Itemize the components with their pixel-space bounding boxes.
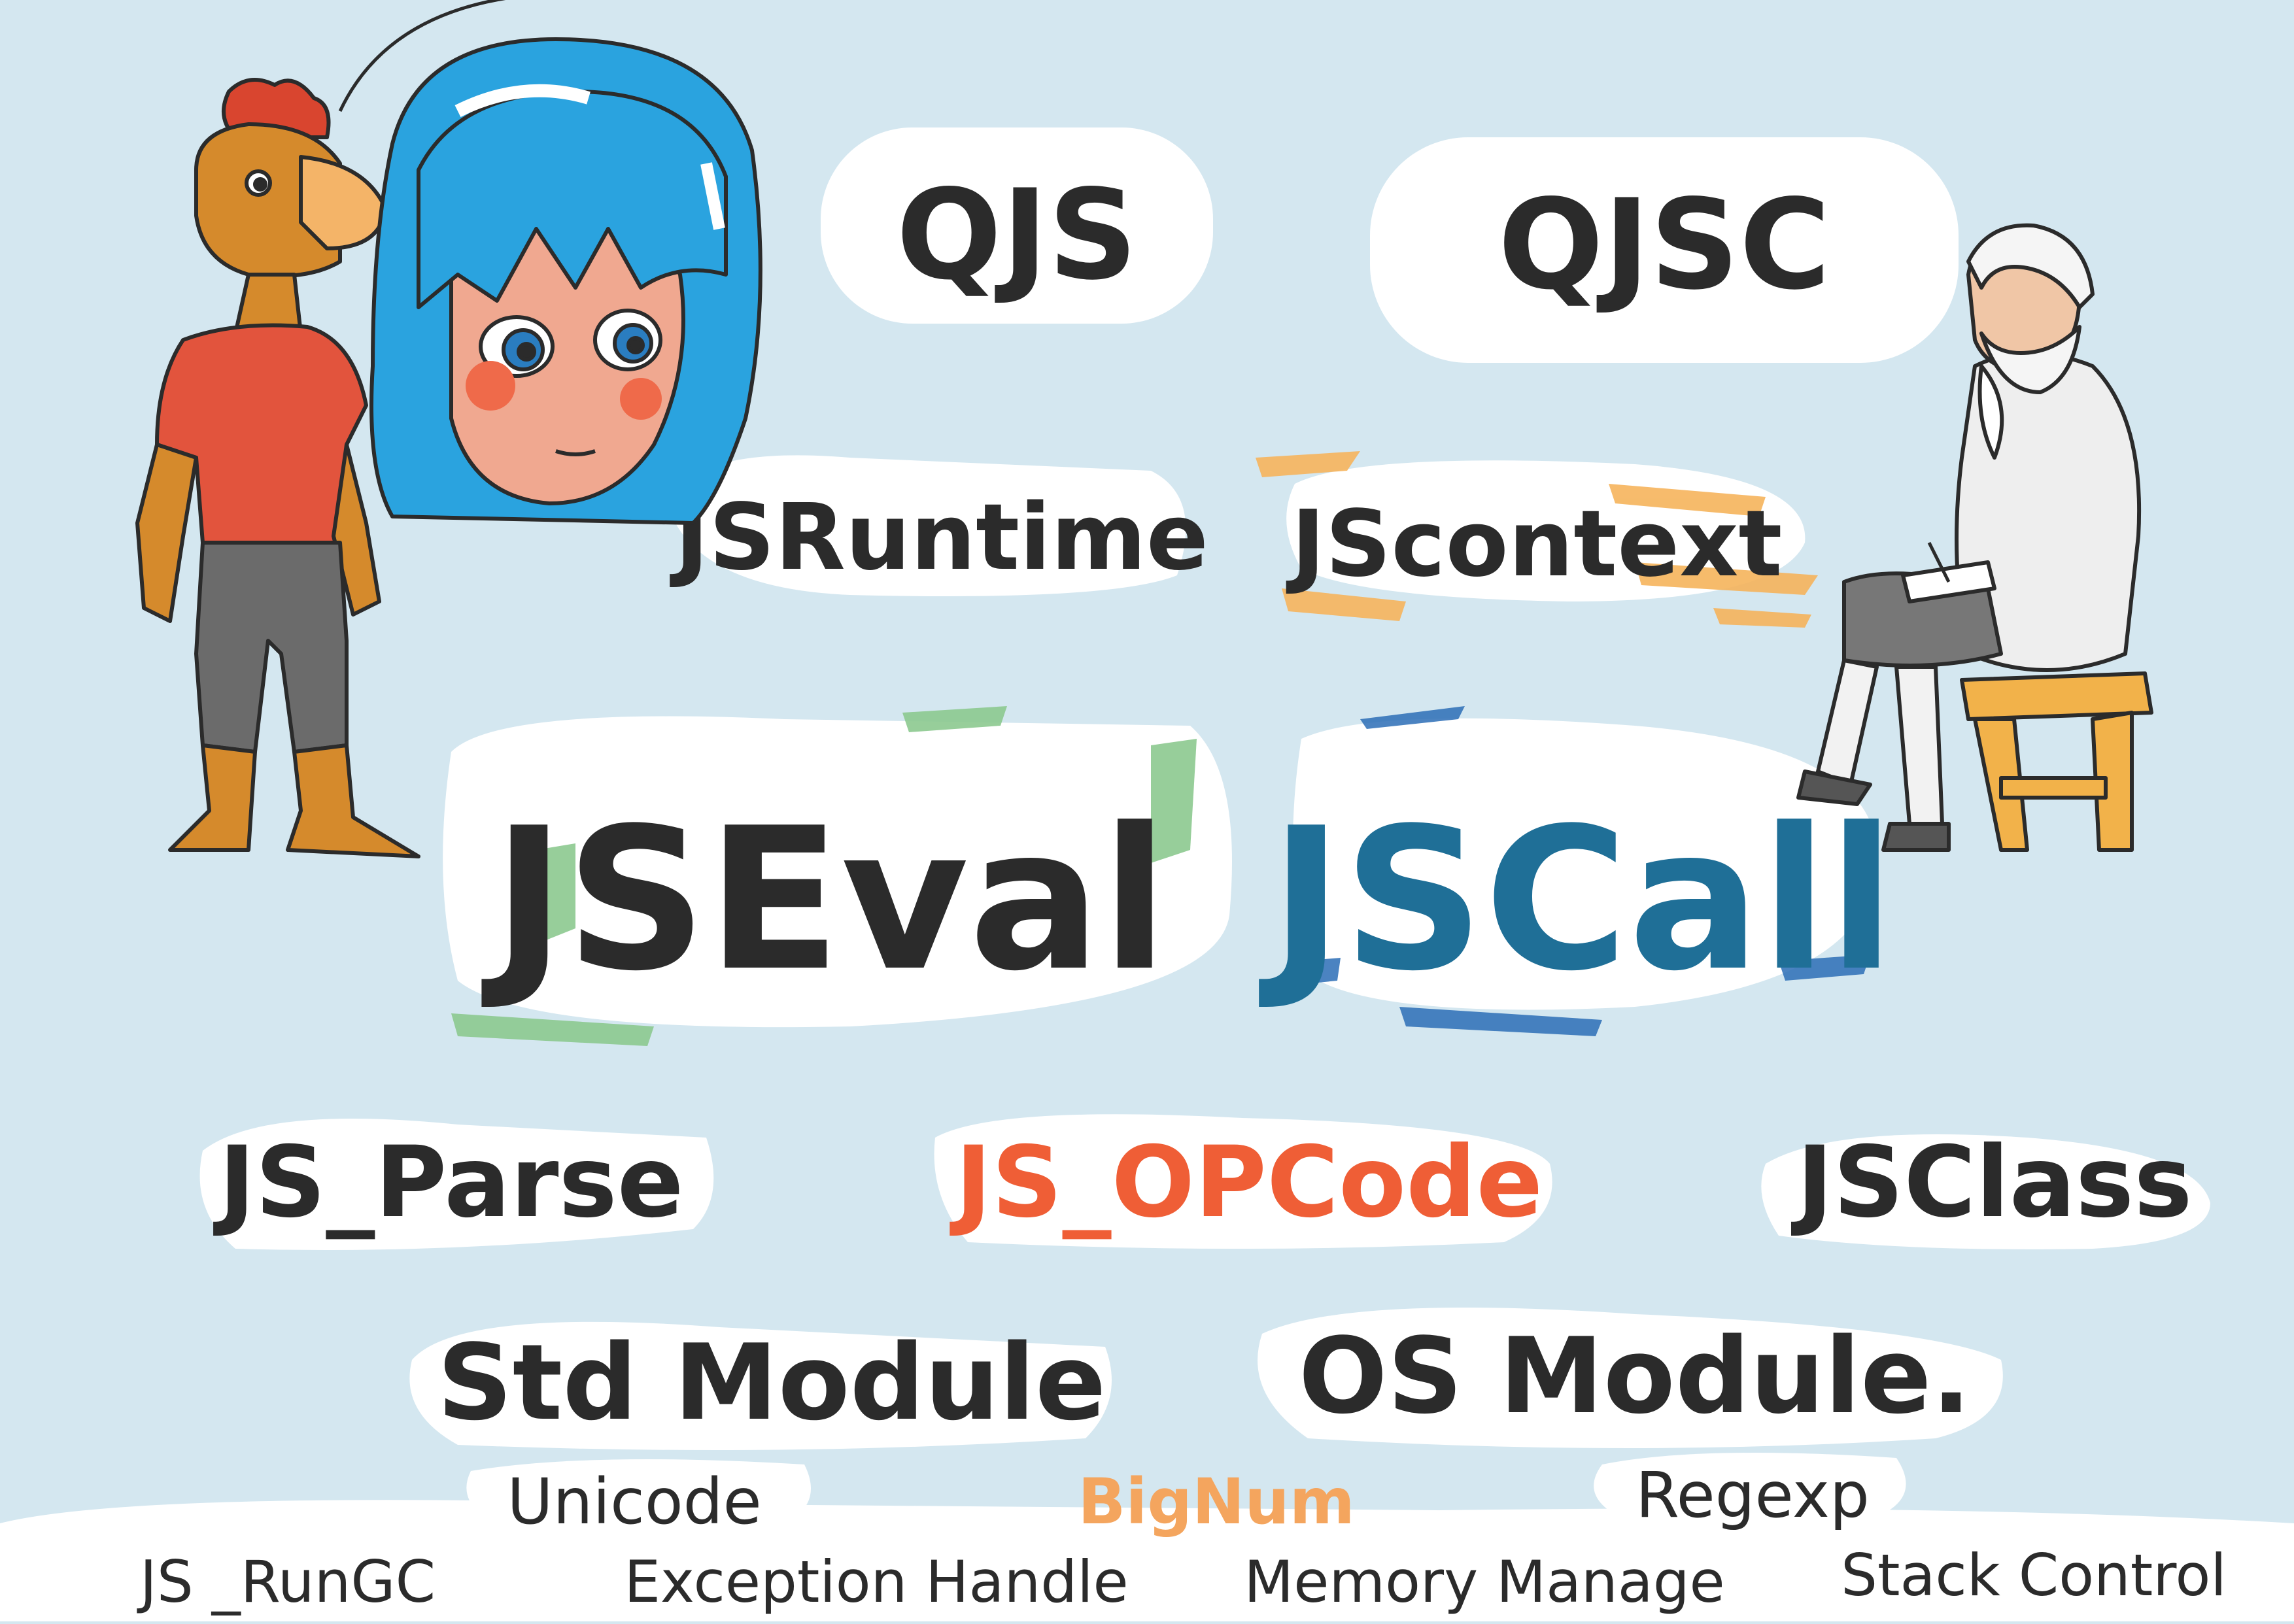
highlight-backdrops	[0, 127, 2294, 1621]
jsruntime-label: JSRuntime	[670, 484, 1208, 591]
qjsc-backdrop	[1370, 137, 1959, 363]
bottom-row-backdrop	[0, 1500, 2294, 1621]
regexp-label: Regexp	[1635, 1459, 1870, 1532]
regexp-backdrop	[1594, 1453, 1906, 1522]
bignum-label: BigNum	[1078, 1465, 1355, 1538]
js-opcode-label: JS_OPCode	[950, 1126, 1543, 1240]
std-module-backdrop	[409, 1321, 1112, 1450]
jsruntime-backdrop	[667, 455, 1186, 596]
jseval-green-strokes	[451, 706, 1197, 1046]
qjsc-label: QJSC	[1498, 173, 1831, 317]
js-parse-label: JS_Parse	[213, 1126, 684, 1240]
unicode-label: Unicode	[507, 1465, 761, 1538]
js-rungc-label: JS _RunGC	[137, 1548, 436, 1616]
jseval-label: JSEval	[481, 786, 1169, 1014]
qjs-label: QJS	[896, 163, 1137, 307]
jsclass-backdrop	[1761, 1134, 2210, 1249]
js-parse-backdrop	[199, 1119, 714, 1250]
labels: QJS QJSC JSRuntime JScontext JSEval JSCa…	[137, 163, 2227, 1616]
std-module-label: Std Module	[437, 1321, 1106, 1444]
os-module-backdrop	[1258, 1308, 2003, 1448]
jscall-label: JSCall	[1258, 786, 1895, 1014]
exception-handle-label: Exception Handle	[624, 1548, 1128, 1616]
jscall-blue-strokes	[1301, 706, 1870, 1036]
os-module-label: OS Module.	[1299, 1315, 1972, 1437]
jscall-backdrop	[1293, 718, 1877, 1010]
jsclass-label: JSClass	[1790, 1126, 2192, 1240]
qjs-backdrop	[821, 127, 1213, 324]
memory-manage-label: Memory Manage	[1244, 1548, 1724, 1616]
unicode-backdrop	[466, 1459, 811, 1527]
jscontext-label: JScontext	[1286, 491, 1783, 598]
old-man-writing-figure	[1796, 223, 2153, 852]
jscontext-orange-strokes	[1256, 451, 1818, 628]
jseval-backdrop	[443, 716, 1233, 1028]
blue-haired-girl-figure	[338, 0, 762, 525]
stack-control-label: Stack Control	[1841, 1542, 2227, 1609]
js-opcode-backdrop	[934, 1114, 1552, 1249]
